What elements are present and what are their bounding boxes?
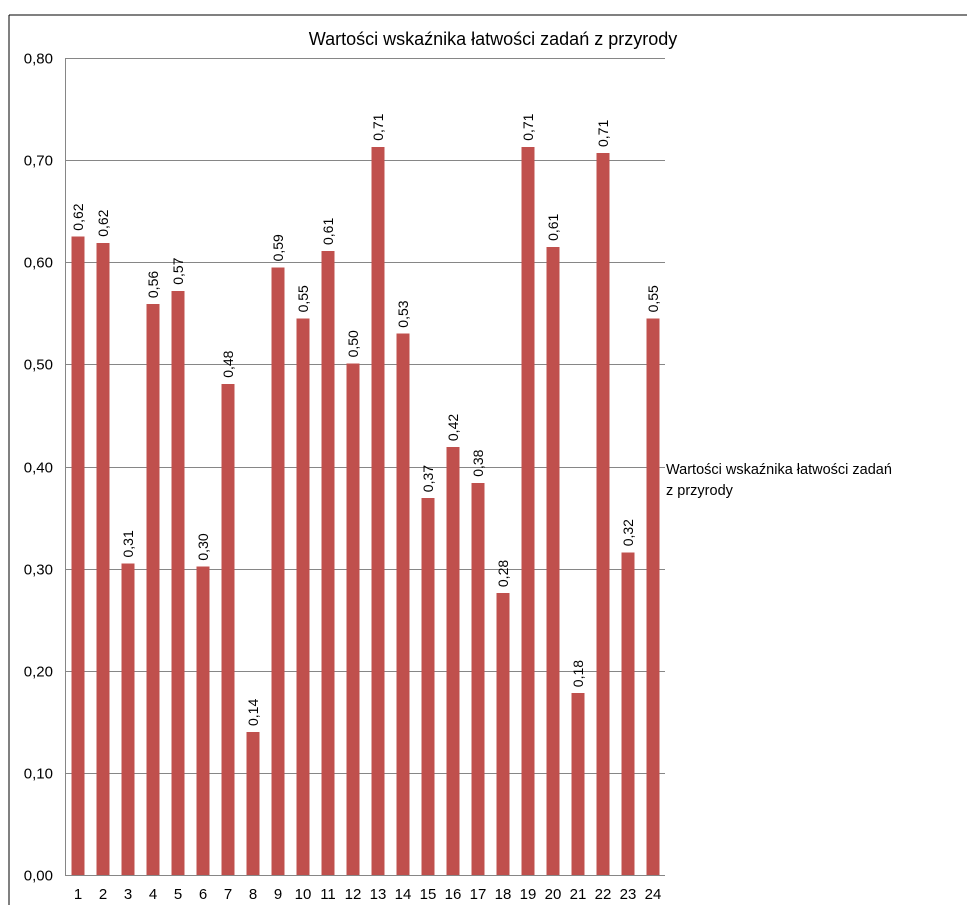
chart-title: Wartości wskaźnika łatwości zadań z przy… <box>309 29 677 49</box>
x-tick-label: 4 <box>149 886 157 903</box>
data-label: 0,14 <box>245 699 261 726</box>
data-label: 0,42 <box>445 414 461 441</box>
x-tick-label: 9 <box>274 886 282 903</box>
y-tick-label: 0,10 <box>24 766 53 783</box>
bar <box>571 693 585 875</box>
x-tick-label: 21 <box>570 886 587 903</box>
x-tick-label: 18 <box>495 886 512 903</box>
y-tick-label: 0,40 <box>24 460 53 477</box>
bar <box>596 153 610 875</box>
data-label: 0,55 <box>295 285 311 312</box>
data-label: 0,59 <box>270 234 286 261</box>
x-tick-label: 2 <box>99 886 107 903</box>
y-axis-ticks: 0,00 0,10 0,20 0,30 0,40 0,50 0,60 0,70 0,80 <box>24 51 53 885</box>
x-tick-label: 20 <box>545 886 562 903</box>
bar <box>521 146 535 876</box>
y-tick-label: 0,20 <box>24 664 53 681</box>
data-label: 0,28 <box>495 560 511 587</box>
data-label: 0,30 <box>195 533 211 560</box>
bar <box>346 363 360 875</box>
data-label: 0,38 <box>470 449 486 476</box>
bar <box>121 563 135 875</box>
data-label: 0,71 <box>520 113 536 140</box>
data-label: 0,71 <box>370 113 386 140</box>
x-tick-label: 1 <box>74 886 82 903</box>
bar <box>246 732 260 875</box>
bar <box>396 333 410 875</box>
bar <box>296 318 310 875</box>
x-tick-label: 3 <box>124 886 132 903</box>
bars <box>71 146 660 876</box>
bar <box>96 242 110 876</box>
y-tick-label: 0,60 <box>24 255 53 272</box>
x-axis-ticks: 1 2 3 4 5 6 7 8 9 10 11 12 13 14 15 16 17 18 19 20 21 22 23 24 <box>74 886 662 903</box>
x-tick-label: 19 <box>520 886 537 903</box>
data-label: 0,37 <box>420 465 436 492</box>
bar <box>646 318 660 875</box>
data-label: 0,31 <box>120 530 136 557</box>
x-tick-label: 24 <box>645 886 662 903</box>
bar <box>621 552 635 875</box>
bar <box>171 290 185 875</box>
x-tick-label: 11 <box>320 886 336 903</box>
x-tick-label: 5 <box>174 886 182 903</box>
x-tick-label: 14 <box>395 886 412 903</box>
data-label: 0,48 <box>220 350 236 377</box>
x-tick-label: 8 <box>249 886 257 903</box>
legend-label-line-1: Wartości wskaźnika łatwości zadań <box>666 462 892 478</box>
x-tick-label: 23 <box>620 886 637 903</box>
bar <box>371 146 385 876</box>
bar <box>446 447 460 875</box>
data-label: 0,62 <box>95 209 111 236</box>
data-label: 0,56 <box>145 271 161 298</box>
bar <box>146 304 160 876</box>
data-label: 0,71 <box>595 120 611 147</box>
data-label: 0,50 <box>345 330 361 357</box>
data-label: 0,61 <box>320 218 336 245</box>
legend: Wartości wskaźnika łatwości zadań z przy… <box>652 462 892 499</box>
x-tick-label: 13 <box>370 886 387 903</box>
bar <box>196 566 210 875</box>
y-tick-label: 0,30 <box>24 562 53 579</box>
data-label: 0,53 <box>395 300 411 327</box>
x-tick-label: 10 <box>295 886 312 903</box>
data-label: 0,32 <box>620 519 636 546</box>
bar <box>221 383 235 875</box>
legend-swatch <box>652 465 659 472</box>
bar <box>321 251 335 875</box>
y-tick-label: 0,70 <box>24 153 53 170</box>
bar <box>546 246 560 875</box>
data-label: 0,62 <box>70 203 86 230</box>
data-label: 0,61 <box>545 213 561 240</box>
bar <box>496 593 510 875</box>
bar <box>421 498 435 875</box>
x-tick-label: 17 <box>470 886 487 903</box>
gridlines <box>65 58 665 774</box>
data-label: 0,18 <box>570 660 586 687</box>
x-tick-label: 15 <box>420 886 437 903</box>
y-tick-label: 0,80 <box>24 51 53 68</box>
y-tick-label: 0,00 <box>24 868 53 885</box>
bar <box>271 267 285 875</box>
data-labels: 0,62 0,62 0,31 0,56 0,57 0,30 0,48 0,14 0,59 0,55… <box>70 113 661 726</box>
x-tick-label: 22 <box>595 886 612 903</box>
data-label: 0,57 <box>170 257 186 284</box>
legend-label-line-2: z przyrody <box>666 483 734 499</box>
data-label: 0,55 <box>645 285 661 312</box>
x-tick-label: 16 <box>445 886 462 903</box>
y-tick-label: 0,50 <box>24 357 53 374</box>
x-tick-label: 6 <box>199 886 207 903</box>
x-tick-label: 7 <box>224 886 232 903</box>
bar <box>471 482 485 875</box>
x-tick-label: 12 <box>345 886 362 903</box>
bar <box>71 236 85 875</box>
